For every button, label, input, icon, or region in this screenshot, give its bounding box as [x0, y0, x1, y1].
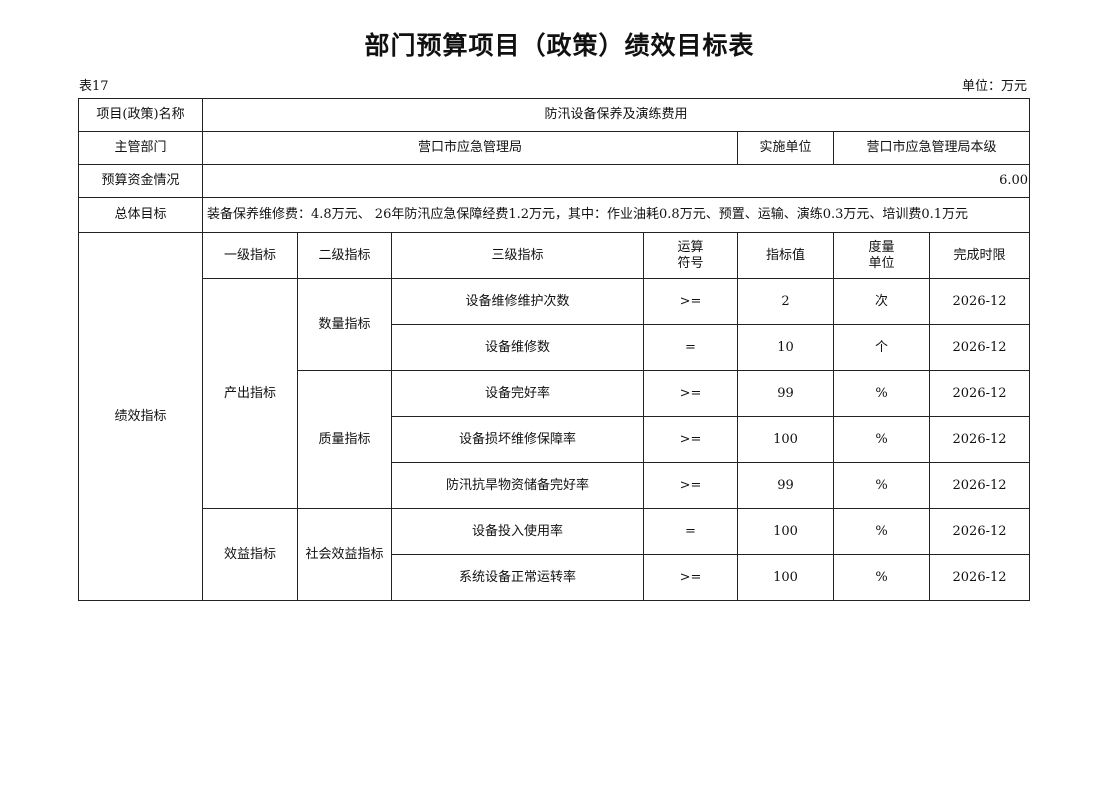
header-cell: 度量单位 [833, 232, 930, 279]
project-name-label: 项目(政策)名称 [78, 98, 203, 132]
indicator-unit: % [833, 370, 930, 417]
indicator-value: 99 [737, 370, 834, 417]
indicator-op: >= [643, 462, 738, 509]
level1-cell: 产出指标 [202, 278, 298, 509]
indicator-value: 10 [737, 324, 834, 371]
indicator-unit: 个 [833, 324, 930, 371]
indicator-deadline: 2026-12 [928, 554, 1031, 601]
dept: 营口市应急管理局 [202, 131, 738, 165]
indicator-deadline: 2026-12 [928, 370, 1031, 417]
perf-label: 绩效指标 [78, 232, 203, 601]
level2-cell: 数量指标 [297, 278, 392, 371]
table-number: 表17 [79, 79, 109, 94]
project-name: 防汛设备保养及演练费用 [201, 98, 1031, 132]
level1-cell: 效益指标 [202, 508, 298, 601]
indicator-name: 防汛抗旱物资储备完好率 [391, 462, 644, 509]
indicator-name: 设备完好率 [391, 370, 644, 417]
header-cell: 二级指标 [297, 232, 392, 279]
indicator-unit: % [833, 416, 930, 463]
goal-label: 总体目标 [78, 197, 203, 233]
header-cell: 一级指标 [202, 232, 298, 279]
impl-label: 实施单位 [737, 131, 834, 165]
indicator-value: 100 [737, 416, 834, 463]
header-row: 绩效指标 一级指标 二级指标 三级指标 运算符号 指标值 度量单位 完成时限 [78, 232, 1031, 601]
impl: 营口市应急管理局本级 [832, 131, 1031, 165]
indicator-deadline: 2026-12 [928, 324, 1031, 371]
budget-label: 预算资金情况 [78, 164, 203, 198]
level2-cell: 社会效益指标 [297, 508, 392, 601]
indicator-op: >= [643, 278, 738, 325]
indicator-deadline: 2026-12 [928, 508, 1031, 555]
header-cell: 完成时限 [928, 232, 1031, 279]
performance-table: 项目(政策)名称 防汛设备保养及演练费用 主管部门 营口市应急管理局 实施单位 … [78, 98, 1031, 601]
header-cell: 运算符号 [643, 232, 738, 279]
table-row: 质量指标 设备完好率 >= 99 % 2026-12 [79, 370, 1031, 509]
indicator-op: >= [643, 416, 738, 463]
indicator-name: 设备维修维护次数 [391, 278, 644, 325]
header-cell: 三级指标 [391, 232, 644, 279]
indicator-unit: % [833, 554, 930, 601]
indicator-op: = [643, 508, 738, 555]
indicator-op: >= [643, 554, 738, 601]
indicator-value: 100 [737, 508, 834, 555]
indicator-deadline: 2026-12 [928, 278, 1031, 325]
table-row: 项目(政策)名称 防汛设备保养及演练费用 [78, 98, 1031, 132]
indicator-name: 系统设备正常运转率 [391, 554, 644, 601]
level2-cell: 质量指标 [297, 370, 392, 509]
header-cell: 指标值 [737, 232, 834, 279]
indicator-name: 设备损坏维修保障率 [391, 416, 644, 463]
table-row: 产出指标 数量指标 设备维修维护次数 >= 2 次 2026-12 [79, 278, 1031, 509]
indicator-op: >= [643, 370, 738, 417]
indicator-value: 100 [737, 554, 834, 601]
goal-text: 装备保养维修费：4.8万元、 26年防汛应急保障经费1.2万元，其中：作业油耗0… [201, 197, 1031, 233]
table-row: 总体目标 装备保养维修费：4.8万元、 26年防汛应急保障经费1.2万元，其中：… [78, 197, 1031, 233]
indicator-name: 设备投入使用率 [391, 508, 644, 555]
budget-value: 6.00 [201, 164, 1031, 198]
table-row: 主管部门 营口市应急管理局 实施单位 营口市应急管理局本级 [78, 131, 1031, 165]
indicator-value: 2 [737, 278, 834, 325]
indicator-unit: % [833, 508, 930, 555]
table-row: 系统设备正常运转率 >= 100 % 2026-12 [79, 554, 1031, 601]
indicator-name: 设备维修数 [391, 324, 644, 371]
dept-label: 主管部门 [78, 131, 203, 165]
table-row: 设备维修数 = 10 个 2026-12 [79, 324, 1031, 371]
indicator-deadline: 2026-12 [928, 416, 1031, 463]
indicator-deadline: 2026-12 [928, 462, 1031, 509]
table-row: 预算资金情况 6.00 [78, 164, 1031, 198]
indicator-value: 99 [737, 462, 834, 509]
indicator-unit: 次 [833, 278, 930, 325]
page-title: 部门预算项目（政策）绩效目标表 [364, 31, 755, 60]
indicator-unit: % [833, 462, 930, 509]
table-row: 效益指标 社会效益指标 设备投入使用率 = 100 % 2026-12 [79, 508, 1031, 601]
unit-label: 单位：万元 [961, 79, 1027, 94]
indicator-op: = [643, 324, 738, 371]
